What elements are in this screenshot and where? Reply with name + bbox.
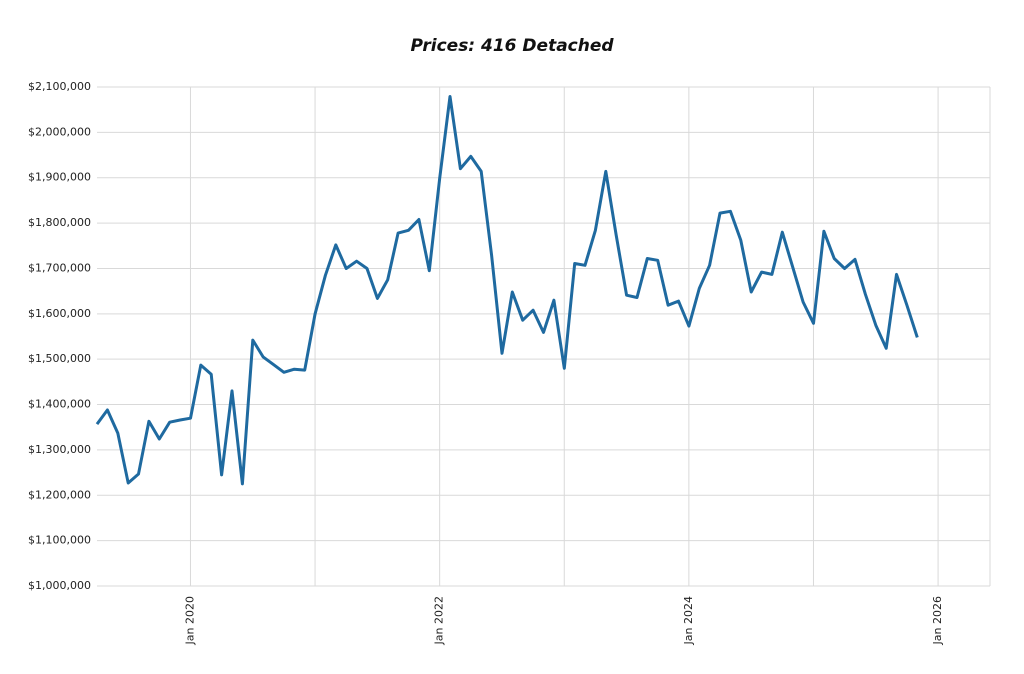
y-tick-label: $1,500,000 — [28, 352, 91, 365]
y-tick-label: $2,000,000 — [28, 125, 91, 138]
y-tick-label: $1,300,000 — [28, 443, 91, 456]
y-tick-label: $1,800,000 — [28, 216, 91, 229]
y-tick-label: $1,200,000 — [28, 488, 91, 501]
y-tick-label: $1,000,000 — [28, 579, 91, 592]
y-tick-label: $1,700,000 — [28, 261, 91, 274]
series-line — [95, 95, 919, 486]
chart-title: Prices: 416 Detached — [410, 36, 614, 56]
x-tick-label: Jan 2026 — [931, 596, 944, 645]
y-tick-label: $1,100,000 — [28, 534, 91, 547]
y-tick-label: $2,100,000 — [28, 80, 91, 93]
y-tick-label: $1,400,000 — [28, 398, 91, 411]
y-tick-label: $1,600,000 — [28, 307, 91, 320]
y-tick-label: $1,900,000 — [28, 171, 91, 184]
x-tick-label: Jan 2022 — [433, 596, 446, 645]
x-tick-label: Jan 2020 — [183, 596, 196, 645]
x-tick-label: Jan 2024 — [682, 596, 695, 645]
